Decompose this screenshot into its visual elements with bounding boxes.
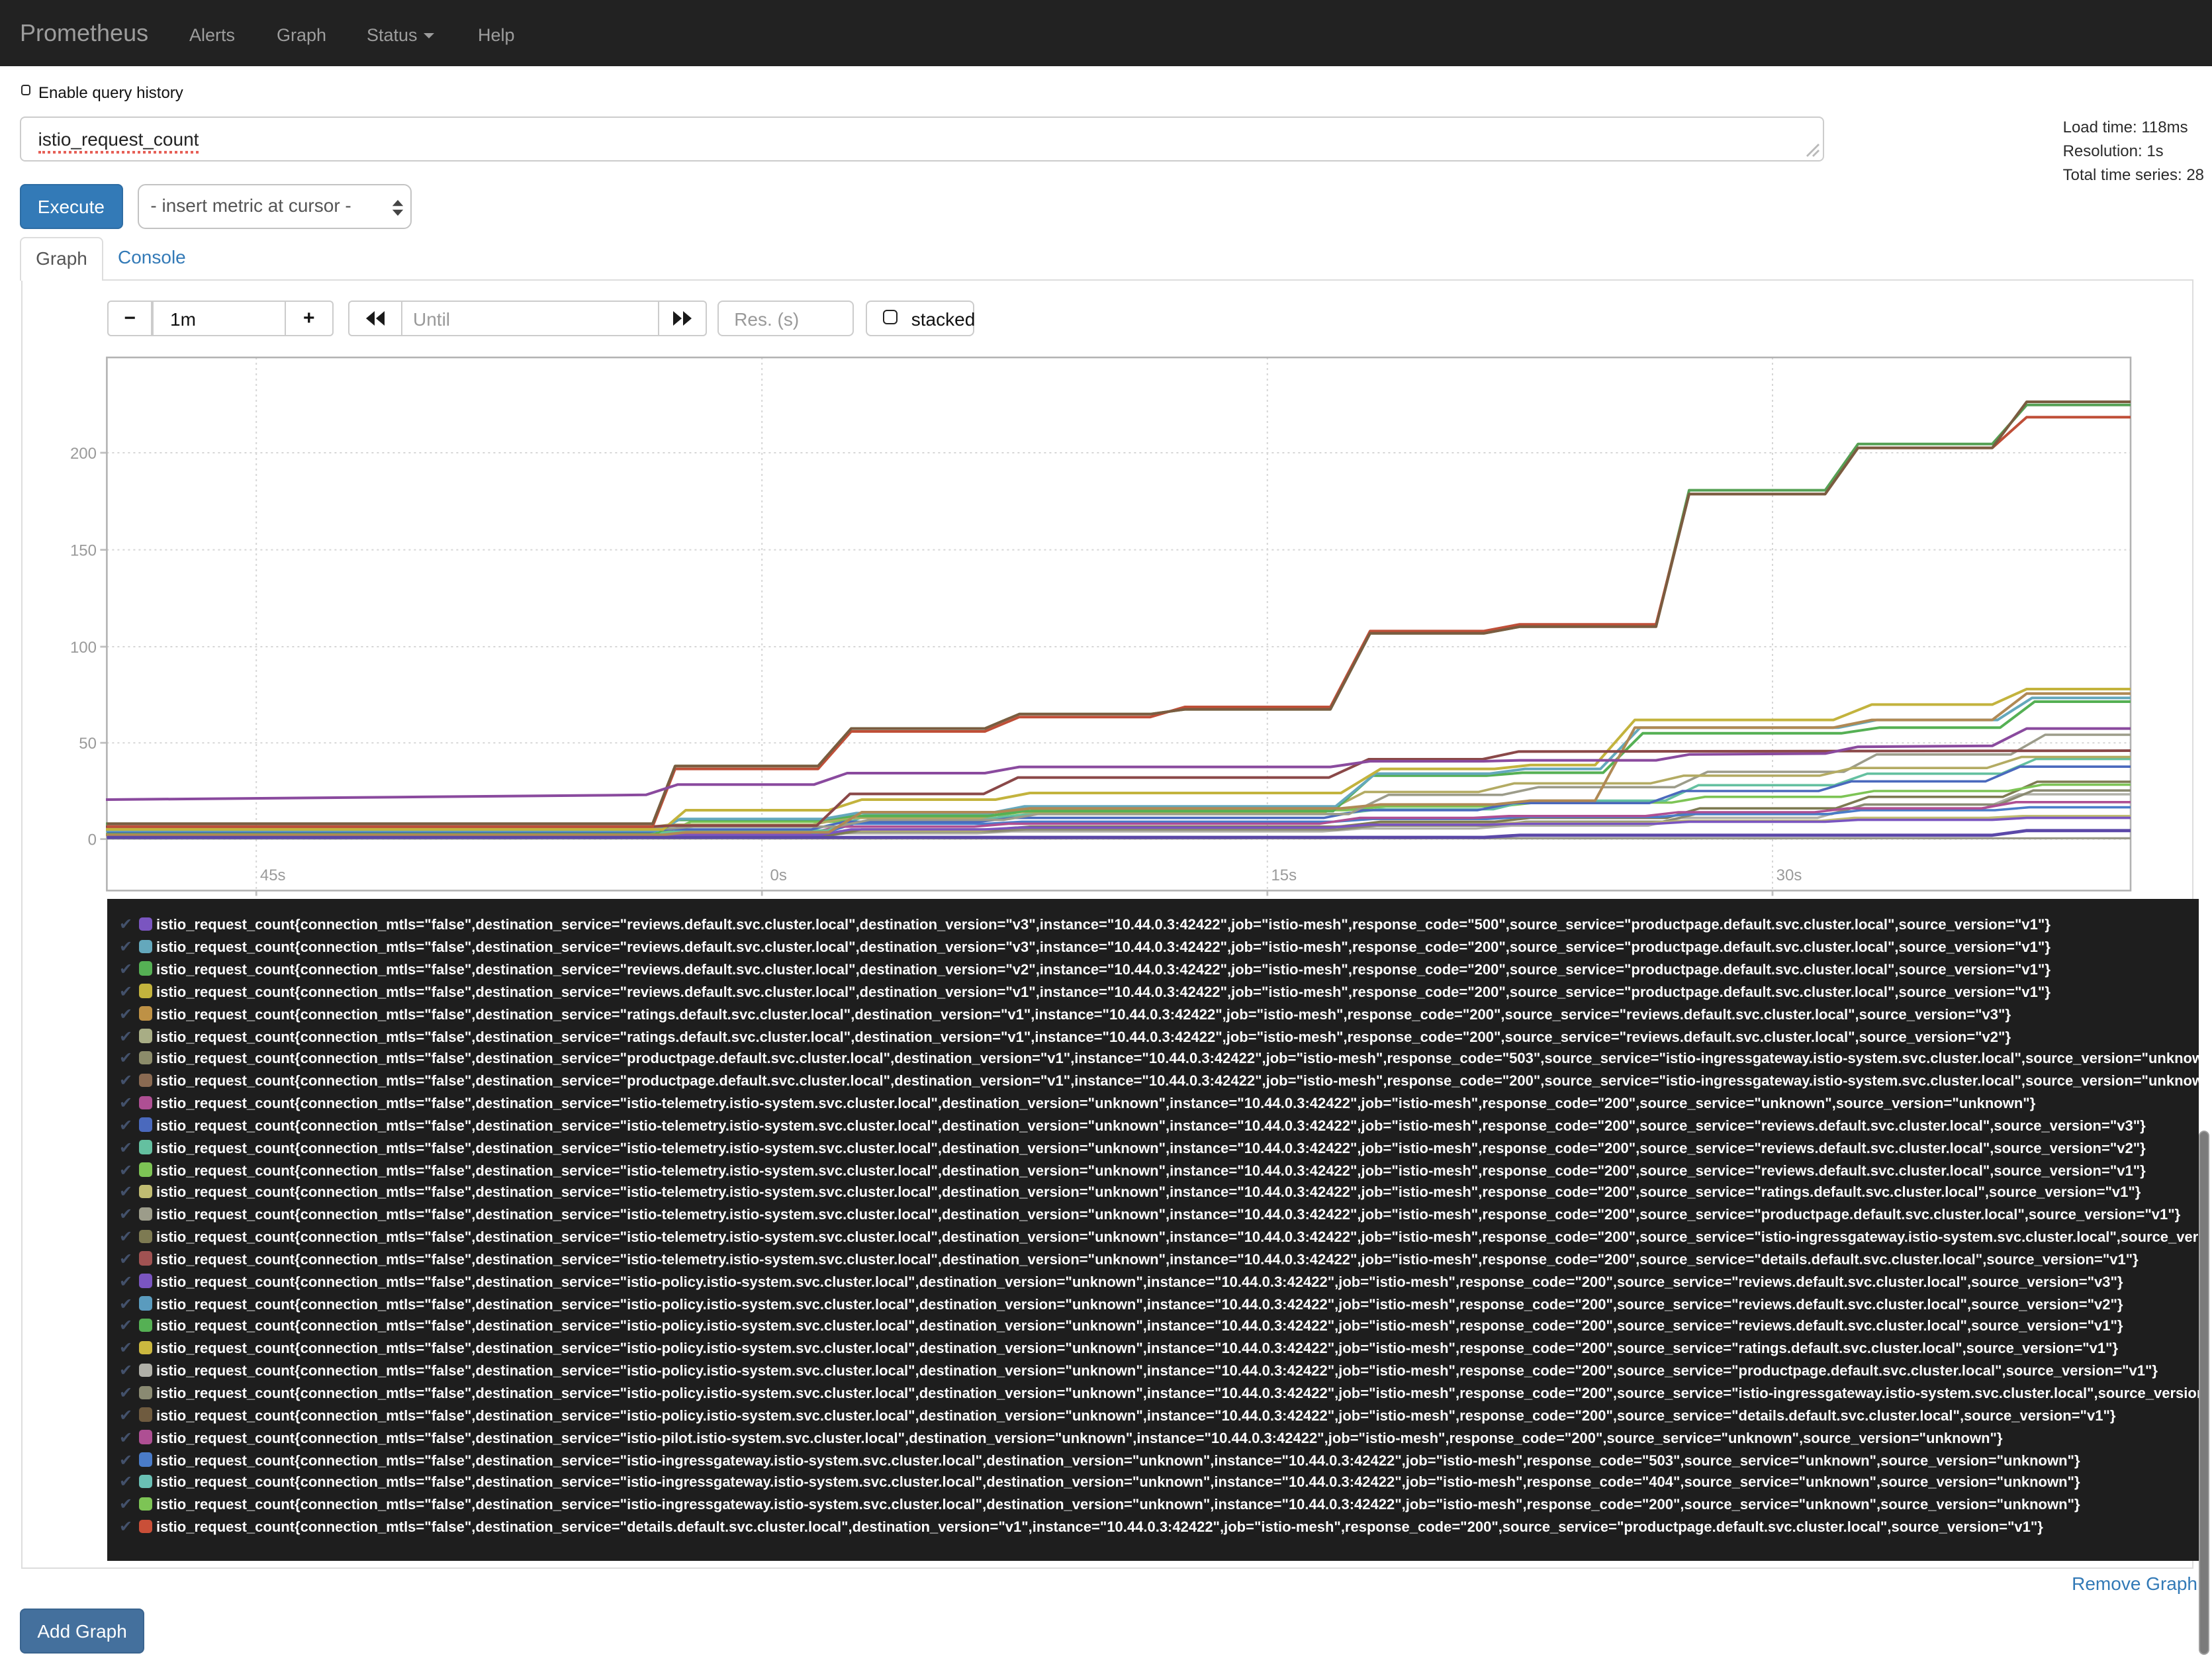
svg-text:50: 50 [79,735,97,753]
svg-text:15s: 15s [1271,866,1297,884]
svg-text:30s: 30s [1776,866,1802,884]
svg-text:0: 0 [88,831,97,849]
svg-text:100: 100 [70,639,97,657]
svg-text:0s: 0s [770,866,787,884]
svg-text:200: 200 [70,445,97,463]
svg-text:45s: 45s [260,866,286,884]
svg-text:150: 150 [70,542,97,560]
